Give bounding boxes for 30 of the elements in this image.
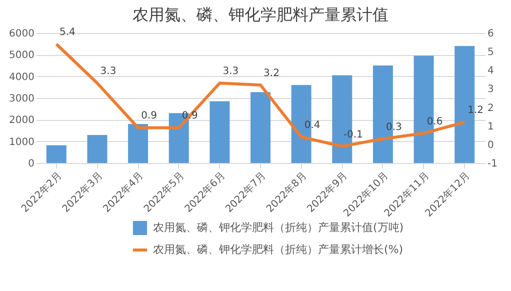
y2-tick-label: 4 [488, 66, 494, 77]
data-label: 3.2 [264, 68, 280, 79]
legend-label: 农用氮、磷、钾化学肥料（折纯）产量累计增长(%) [153, 243, 404, 256]
line-series [54, 42, 466, 148]
y2-tick-label: -1 [488, 158, 498, 170]
bar [210, 101, 230, 163]
y-tick-label: 6000 [9, 28, 34, 40]
data-label: 3.3 [222, 66, 239, 78]
y-tick-label: 5000 [9, 50, 34, 62]
bar [87, 135, 108, 163]
y-tick-label: 2000 [9, 115, 34, 126]
y-tick-label: 1000 [9, 136, 34, 148]
y2-tick-label: 3 [488, 84, 494, 96]
y2-tick-label: 0 [488, 140, 494, 151]
data-label: 5.4 [59, 27, 76, 38]
bar [128, 124, 148, 163]
data-label: 3.3 [100, 66, 116, 78]
y-tick-label: 3000 [9, 94, 34, 104]
bar [250, 92, 270, 163]
y2-tick-label: 5 [488, 47, 494, 58]
y2-tick-label: 2 [488, 102, 494, 114]
data-label: 0.9 [182, 110, 198, 122]
chart-title: 农用氮、磷、钾化学肥料产量累计值 [132, 5, 388, 24]
legend-label: 农用氮、磷、钾化学肥料（折纯）产量累计值(万吨) [153, 221, 404, 234]
bar [46, 145, 66, 163]
y2-tick-label: 6 [488, 28, 494, 40]
data-label: 0.9 [141, 110, 157, 122]
y-tick-label: 4000 [9, 72, 34, 83]
y-tick-label: 0 [28, 158, 34, 170]
y2-tick-label: 1 [488, 121, 494, 132]
